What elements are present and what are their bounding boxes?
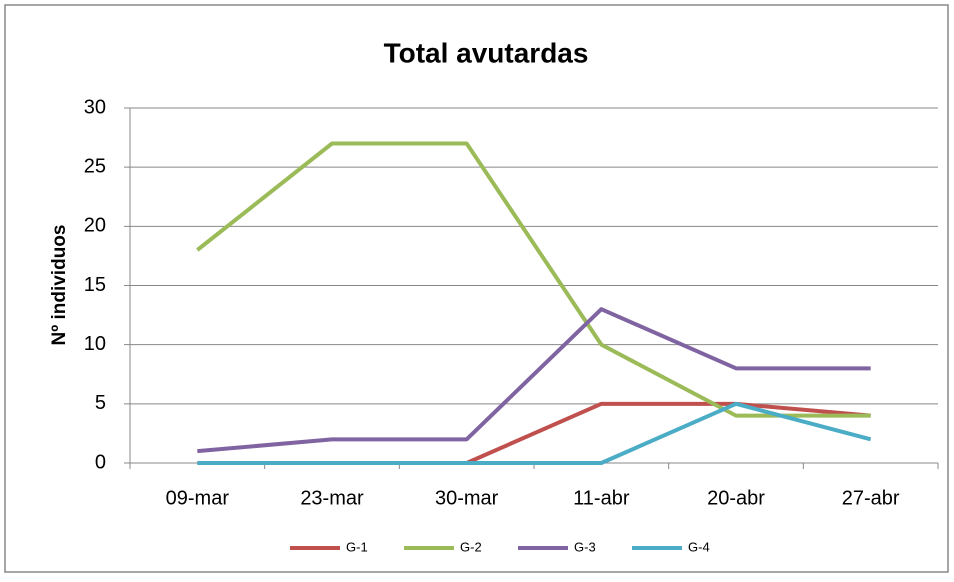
legend-label: G-2 bbox=[460, 539, 482, 554]
legend-label: G-4 bbox=[688, 539, 710, 554]
x-tick-label: 27-abr bbox=[842, 487, 900, 509]
chart-border bbox=[4, 4, 949, 573]
y-tick-label: 10 bbox=[84, 333, 106, 355]
series-line bbox=[197, 401, 872, 465]
y-tick-label: 20 bbox=[84, 215, 106, 237]
legend-label: G-3 bbox=[574, 539, 596, 554]
y-tick-label: 5 bbox=[95, 392, 106, 414]
x-tick-label: 09-mar bbox=[166, 487, 230, 509]
x-tick-label: 11-abr bbox=[573, 487, 630, 509]
chart-title: Total avutardas bbox=[384, 37, 589, 68]
x-tick-label: 23-mar bbox=[300, 487, 364, 509]
y-tick-label: 30 bbox=[84, 96, 106, 118]
x-tick-label: 30-mar bbox=[435, 487, 499, 509]
legend-label: G-1 bbox=[346, 539, 368, 554]
series-line bbox=[197, 307, 871, 454]
y-tick-label: 0 bbox=[95, 451, 106, 473]
x-tick-label: 20-abr bbox=[707, 487, 765, 509]
y-tick-label: 25 bbox=[84, 155, 106, 177]
y-axis-label: Nº individuos bbox=[49, 225, 70, 346]
y-tick-label: 15 bbox=[84, 274, 106, 296]
series-line bbox=[196, 141, 871, 418]
